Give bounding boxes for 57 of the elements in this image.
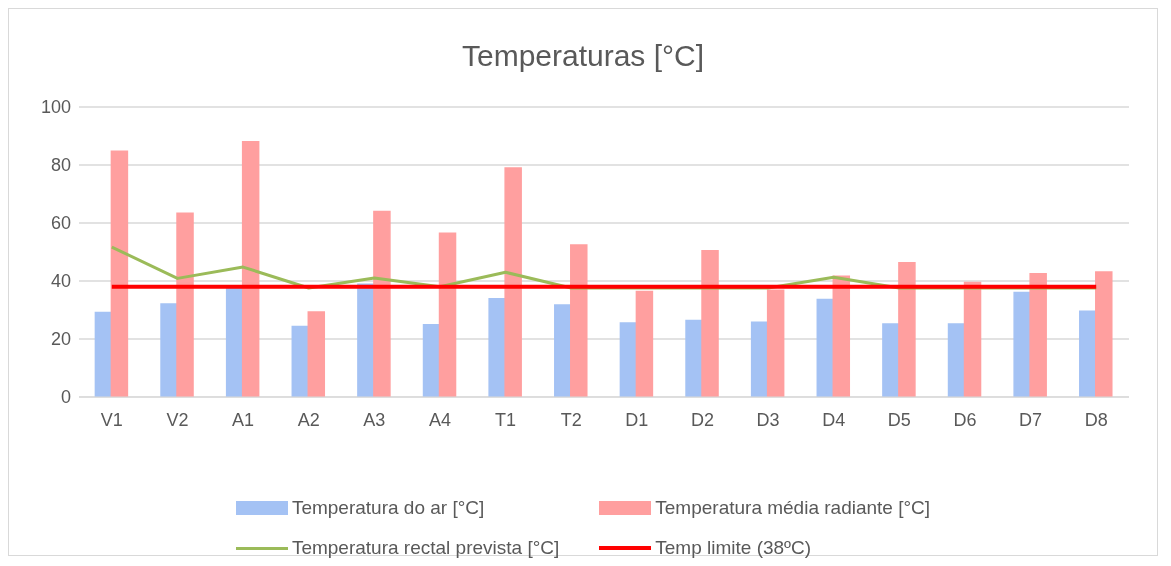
bar [882,323,900,397]
x-tick-label: D7 [1019,409,1043,430]
bar [438,232,457,397]
legend-label: Temperatura média radiante [°C] [655,497,931,519]
x-tick-label: T2 [560,409,582,430]
x-tick-label: A3 [363,409,386,430]
bar [94,311,113,397]
x-tick-label: D3 [756,409,780,430]
bar [1029,273,1047,397]
bar [488,297,506,397]
bar [635,290,654,397]
x-tick-label: V1 [100,409,123,430]
bar [554,304,572,397]
bar [110,150,129,397]
x-tick-label: D6 [953,409,977,430]
bar [701,250,719,397]
legend-label: Temp limite (38ºC) [655,537,812,559]
x-tick-label: D8 [1084,409,1108,430]
y-tick-label: 20 [50,329,71,350]
x-tick-label: D1 [625,409,649,430]
bar [1013,291,1031,397]
bar [307,311,326,397]
x-tick-label: D5 [887,409,911,430]
bar [750,321,769,397]
x-tick-label: V2 [166,409,189,430]
y-tick-label: 80 [50,155,71,176]
bar [816,298,835,397]
bar [504,167,522,397]
chart-title: Temperaturas [°C] [460,38,706,74]
bar [241,141,260,397]
bar [766,289,785,397]
bar [619,322,638,397]
x-tick-label: A1 [232,409,255,430]
bar [963,281,982,397]
y-tick-label: 60 [50,213,71,234]
bar [422,324,441,397]
x-tick-label: D4 [822,409,846,430]
bar [160,303,178,397]
bar [947,323,966,397]
bar [176,212,194,397]
bar [373,210,391,397]
x-tick-label: D2 [690,409,714,430]
bar [570,244,588,397]
x-tick-label: T1 [495,409,517,430]
legend-label: Temperatura rectal prevista [°C] [291,537,560,559]
x-tick-label: A2 [297,409,320,430]
bar [898,261,916,397]
bar [832,275,851,397]
bar [291,325,310,397]
y-tick-label: 40 [50,271,71,292]
y-tick-label: 100 [40,97,71,118]
y-tick-label: 0 [60,387,71,408]
bar [1095,271,1113,397]
legend-label: Temperatura do ar [°C] [291,497,485,519]
bar [1079,310,1097,397]
bar [685,319,703,397]
x-tick-label: A4 [428,409,451,430]
